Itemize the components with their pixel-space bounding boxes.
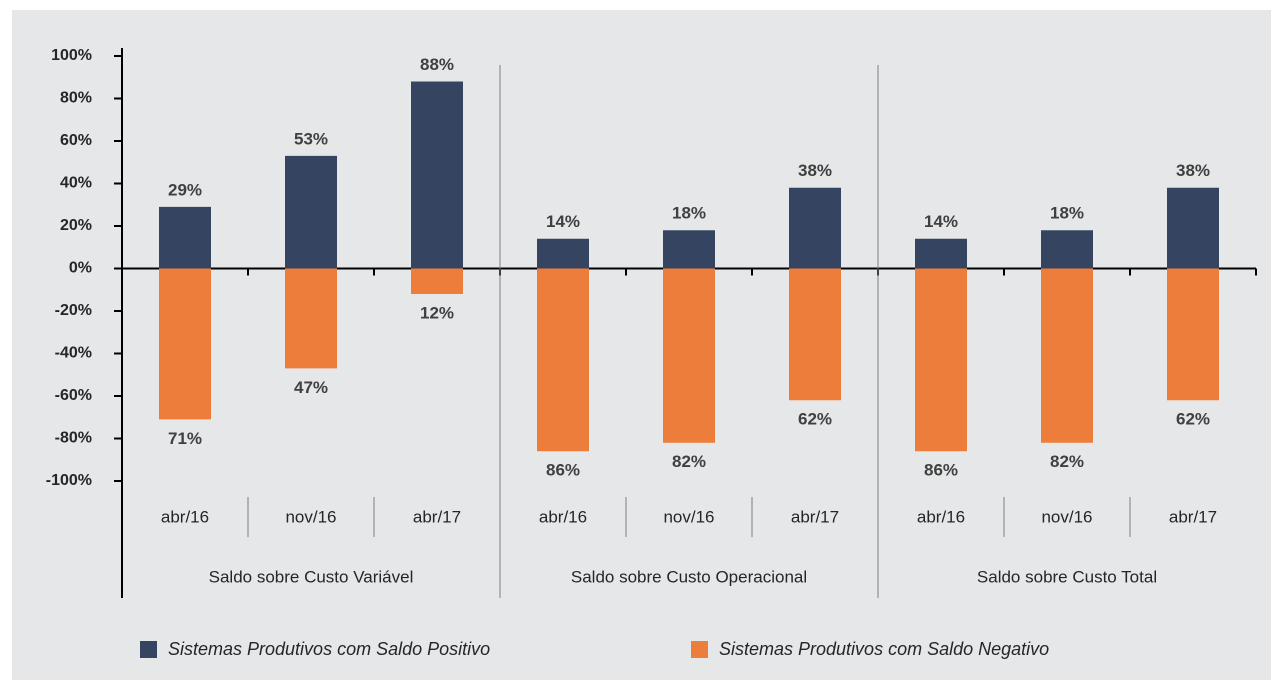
legend-label: Sistemas Produtivos com Saldo Positivo bbox=[168, 639, 490, 659]
bar bbox=[789, 268, 841, 401]
x-tick-label: abr/16 bbox=[539, 507, 587, 526]
y-tick-label: -80% bbox=[55, 430, 92, 447]
value-label: 38% bbox=[798, 161, 832, 180]
bar bbox=[1167, 268, 1219, 401]
y-tick-label: 0% bbox=[69, 260, 92, 277]
value-label: 86% bbox=[924, 461, 958, 480]
y-tick-label: -40% bbox=[55, 345, 92, 362]
bar bbox=[537, 268, 589, 452]
value-label: 53% bbox=[294, 129, 328, 148]
y-tick-label: 40% bbox=[60, 175, 92, 192]
x-tick-label: abr/16 bbox=[161, 507, 209, 526]
y-tick-label: -60% bbox=[55, 387, 92, 404]
value-label: 12% bbox=[420, 303, 454, 322]
value-label: 29% bbox=[168, 180, 202, 199]
value-label: 18% bbox=[672, 204, 706, 223]
bar bbox=[159, 206, 211, 269]
x-tick-label: abr/17 bbox=[1169, 507, 1217, 526]
group-label: Saldo sobre Custo Variável bbox=[209, 567, 414, 586]
bar bbox=[159, 268, 211, 420]
group-label: Saldo sobre Custo Total bbox=[977, 567, 1157, 586]
value-label: 14% bbox=[924, 212, 958, 231]
y-tick-label: 60% bbox=[60, 132, 92, 149]
x-tick-label: abr/17 bbox=[791, 507, 839, 526]
bar bbox=[1041, 268, 1093, 443]
bar bbox=[285, 155, 337, 269]
value-label: 82% bbox=[672, 452, 706, 471]
bar bbox=[1167, 187, 1219, 269]
group-label: Saldo sobre Custo Operacional bbox=[571, 567, 807, 586]
bar bbox=[663, 230, 715, 269]
value-label: 38% bbox=[1176, 161, 1210, 180]
bar bbox=[285, 268, 337, 369]
y-tick-label: 20% bbox=[60, 217, 92, 234]
value-label: 71% bbox=[168, 429, 202, 448]
bar bbox=[537, 238, 589, 269]
value-label: 18% bbox=[1050, 204, 1084, 223]
value-label: 82% bbox=[1050, 452, 1084, 471]
bar bbox=[411, 81, 463, 269]
bar bbox=[411, 268, 463, 294]
x-tick-label: nov/16 bbox=[1041, 507, 1092, 526]
value-label: 47% bbox=[294, 378, 328, 397]
legend-swatch bbox=[140, 641, 157, 658]
legend-swatch bbox=[691, 641, 708, 658]
x-tick-label: nov/16 bbox=[663, 507, 714, 526]
bar bbox=[915, 268, 967, 452]
value-label: 88% bbox=[420, 55, 454, 74]
value-label: 62% bbox=[798, 410, 832, 429]
bar bbox=[663, 268, 715, 443]
x-tick-label: nov/16 bbox=[285, 507, 336, 526]
value-label: 86% bbox=[546, 461, 580, 480]
x-tick-label: abr/17 bbox=[413, 507, 461, 526]
bar bbox=[915, 238, 967, 269]
value-label: 62% bbox=[1176, 410, 1210, 429]
y-tick-label: 100% bbox=[51, 47, 92, 64]
y-tick-label: -20% bbox=[55, 302, 92, 319]
y-tick-label: -100% bbox=[46, 472, 92, 489]
x-tick-label: abr/16 bbox=[917, 507, 965, 526]
bar bbox=[1041, 230, 1093, 269]
value-label: 14% bbox=[546, 212, 580, 231]
legend-label: Sistemas Produtivos com Saldo Negativo bbox=[719, 639, 1049, 659]
bar bbox=[789, 187, 841, 269]
y-tick-label: 80% bbox=[60, 90, 92, 107]
